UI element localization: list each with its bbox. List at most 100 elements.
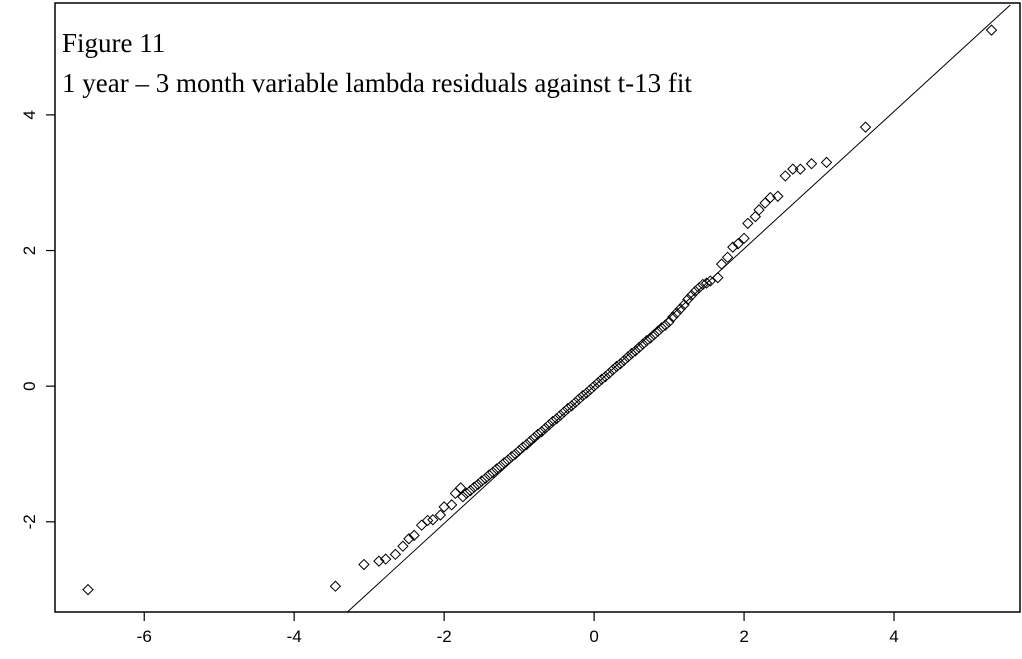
y-tick-label: 4	[20, 110, 39, 119]
point	[427, 514, 439, 526]
point	[524, 435, 537, 447]
plot-frame	[54, 2, 1021, 613]
point	[449, 487, 462, 500]
point	[715, 258, 728, 270]
point	[580, 387, 593, 399]
point	[434, 509, 447, 521]
point	[700, 277, 713, 289]
point	[614, 358, 627, 370]
point	[640, 335, 653, 347]
point	[732, 238, 744, 250]
point	[693, 282, 705, 294]
point	[547, 415, 559, 428]
point	[712, 271, 724, 284]
point	[779, 170, 792, 182]
point	[820, 156, 833, 169]
point	[727, 241, 739, 253]
y-tick-label: 2	[20, 246, 39, 255]
point	[738, 232, 750, 245]
point	[592, 377, 604, 389]
point	[483, 469, 495, 481]
point	[584, 383, 597, 396]
point	[535, 425, 548, 438]
point	[610, 360, 623, 373]
point	[689, 285, 702, 297]
point	[464, 484, 477, 497]
x-tick-label: 4	[889, 627, 898, 646]
point	[445, 499, 458, 511]
point	[648, 328, 660, 341]
point	[667, 311, 679, 323]
point	[588, 380, 600, 392]
x-tick-label: -6	[137, 627, 152, 646]
y-tick-label: 0	[20, 381, 39, 390]
point	[859, 121, 872, 133]
point	[82, 583, 94, 596]
point	[457, 491, 469, 503]
point	[794, 163, 807, 175]
y-tick-label: -2	[20, 514, 39, 529]
point	[704, 275, 717, 287]
point	[389, 548, 402, 561]
point	[787, 163, 799, 175]
point	[644, 332, 657, 344]
point	[622, 351, 634, 363]
point	[674, 303, 687, 315]
point	[595, 373, 608, 386]
x-tick-label: 2	[739, 627, 748, 646]
point	[652, 325, 664, 337]
point	[772, 190, 784, 202]
point	[670, 307, 683, 319]
point	[421, 514, 434, 527]
point	[558, 406, 570, 418]
fit-line	[347, 4, 1011, 612]
point	[749, 210, 762, 223]
point	[532, 428, 544, 441]
point	[472, 478, 484, 491]
point	[633, 341, 645, 354]
point	[408, 529, 420, 542]
point	[329, 580, 342, 592]
point	[373, 555, 385, 567]
point	[805, 158, 818, 170]
point	[403, 533, 415, 545]
point	[603, 367, 615, 379]
point	[397, 540, 409, 552]
point	[490, 463, 503, 475]
point	[479, 472, 492, 485]
point	[637, 338, 649, 350]
point	[475, 475, 488, 487]
point	[759, 197, 771, 209]
point	[487, 466, 499, 479]
point	[358, 558, 370, 571]
point	[607, 364, 619, 376]
x-tick-label: -4	[287, 627, 302, 646]
x-tick-label: -2	[437, 627, 452, 646]
point	[513, 444, 525, 457]
point	[554, 409, 567, 422]
point	[468, 481, 480, 493]
point	[460, 487, 473, 500]
chart-title: Figure 11	[62, 28, 165, 58]
point	[454, 482, 467, 494]
point	[415, 519, 428, 531]
point	[528, 432, 540, 444]
point	[625, 347, 638, 360]
point	[985, 24, 998, 36]
point	[517, 441, 529, 453]
chart-subtitle: 1 year – 3 month variable lambda residua…	[62, 68, 692, 98]
point	[721, 251, 734, 264]
point	[379, 553, 392, 565]
point	[678, 299, 690, 311]
point	[742, 217, 754, 230]
point	[498, 457, 510, 469]
point	[599, 370, 612, 383]
point	[753, 204, 765, 216]
point	[697, 278, 709, 291]
plot-area	[82, 4, 1011, 612]
point	[618, 354, 630, 367]
point	[543, 419, 555, 431]
point	[509, 448, 522, 460]
point	[520, 438, 533, 451]
